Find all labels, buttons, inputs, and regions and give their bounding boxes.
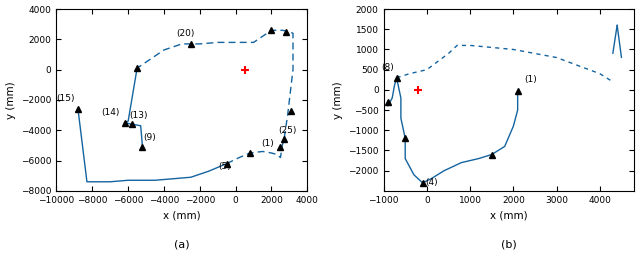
Text: (1): (1)	[262, 139, 275, 148]
Title: (b): (b)	[501, 240, 517, 250]
Text: (8): (8)	[381, 63, 394, 72]
Text: (25): (25)	[278, 126, 297, 135]
Text: (9): (9)	[143, 133, 156, 142]
Text: (5): (5)	[218, 162, 231, 171]
Text: (13): (13)	[130, 111, 148, 120]
Text: (15): (15)	[56, 94, 75, 103]
Text: (20): (20)	[176, 29, 195, 38]
X-axis label: x (mm): x (mm)	[163, 210, 201, 220]
Text: (14): (14)	[101, 108, 120, 117]
Text: (4): (4)	[425, 178, 438, 187]
Y-axis label: y (mm): y (mm)	[333, 81, 342, 119]
Title: (a): (a)	[174, 240, 189, 250]
X-axis label: x (mm): x (mm)	[490, 210, 528, 220]
Text: (1): (1)	[524, 75, 537, 84]
Y-axis label: y (mm): y (mm)	[6, 81, 15, 119]
